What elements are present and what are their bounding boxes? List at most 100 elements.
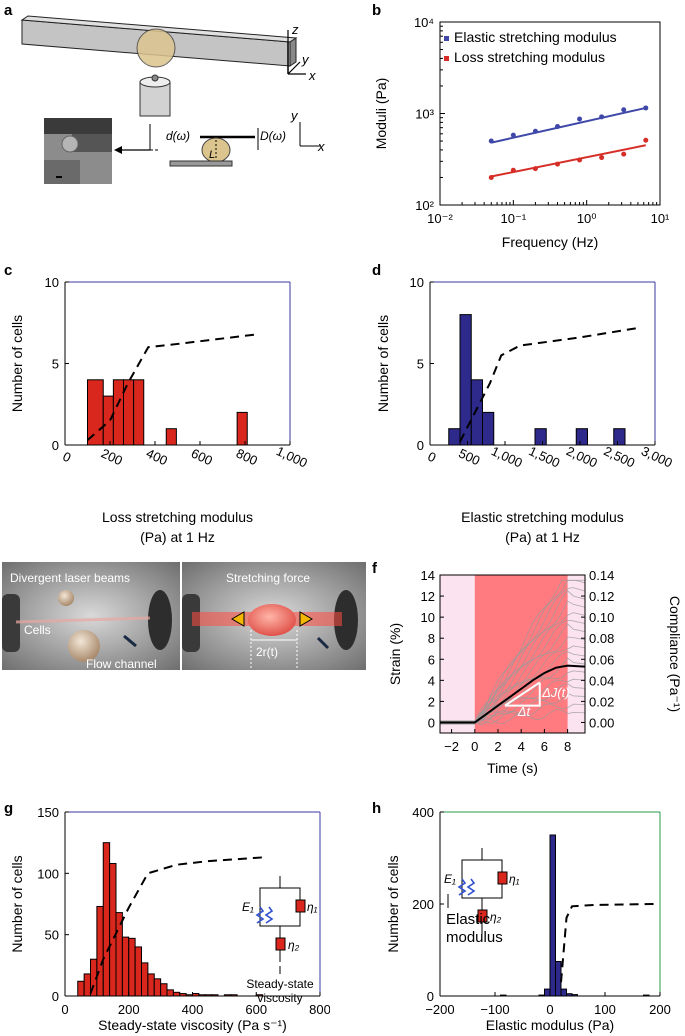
histogram-bar [166,989,174,997]
circuit-frame [461,859,503,899]
y-axis-label: Number of cells [9,315,25,412]
objective-lens [139,81,171,117]
x-tick-label: 200 [99,446,125,469]
dashpot-eta1 [295,899,306,913]
x-tick-label: 100 [594,1002,616,1017]
y-tick-label: 2 [428,694,435,709]
histogram-bar [566,993,573,997]
data-point [643,105,649,111]
x-axis-label: (Pa) at 1 Hz [140,529,215,545]
histogram-bar [198,994,206,997]
radius-label: 2r(t) [256,645,278,659]
x-tick-label: 400 [144,446,170,469]
histogram-bar [153,978,162,997]
data-point [532,166,538,172]
cell-sphere [136,28,176,68]
delta-J-label: ΔJ(t) [541,685,570,700]
histogram-bar [613,428,626,446]
histogram-bar [560,988,567,997]
x-tick-label: 400 [182,1002,204,1017]
fit-line [491,106,647,144]
histogram-bar [236,411,248,446]
legend-entry: Loss stretching modulus [454,49,605,65]
eta1-label: η₁ [509,872,520,886]
x-tick-label: 6 [541,739,548,754]
y-tick-label: 0 [417,438,424,453]
inset-caption: Steady-state [246,977,314,991]
data-point [621,107,627,113]
y-right-tick-label: 0.12 [589,589,614,604]
y-tick-label: 6 [428,652,435,667]
histogram-bar [230,994,238,997]
legend-entry: Elastic stretching modulus [454,29,617,45]
y-axis-label: Strain (%) [387,623,403,685]
x-axis-label: (Pa) at 1 Hz [505,529,580,545]
histogram-bar [147,973,155,997]
x-tick-label: 500 [456,446,482,469]
axis-y-label: y [301,52,310,67]
x-tick-label: 3,000 [639,443,675,470]
y-tick-label: 0 [427,989,434,1004]
y-tick-label: 14 [421,568,435,583]
chart-loss-histogram: 0 200 400 600 800 1,000 0 5 10 Loss stretching mo… [9,275,310,545]
data-point [488,138,494,144]
histogram-bar [459,314,472,446]
y-tick-label: 10⁴ [414,15,434,30]
x-axis-label: Loss stretching modulus [102,509,253,525]
spring-element [255,906,274,924]
y-tick-label: 5 [52,357,59,372]
panel-a-schematic: z y x d(ω) L D(ω) y x [20,15,325,184]
y-axis-label: Number of cells [385,855,401,952]
histogram-bar [571,994,578,997]
y-tick-label: 10 [410,275,424,290]
axis-y2-label: y [290,108,299,123]
L-label: L [209,149,215,161]
y-right-tick-label: 0.14 [589,568,614,583]
cumulative-curve [86,333,259,441]
y-tick-label: 0 [428,715,435,730]
legend-marker [444,56,449,61]
delta-t-label: Δt [517,704,532,719]
data-point [532,128,538,134]
histogram-bar [141,962,149,997]
divergent-laser-label: Divergent laser beams [10,571,130,585]
histogram-bar [185,994,193,997]
cumulative-curve [89,856,263,994]
histogram-bar [179,993,187,997]
eta2-label: η₂ [490,910,502,924]
objective-aperture [151,74,159,82]
histogram-bar [133,379,145,446]
x-tick-label: 0 [60,449,73,466]
histogram-bar [643,994,650,997]
axis-z-label: z [291,22,299,37]
histogram-bar [109,863,117,997]
x-tick-label: 600 [189,446,215,469]
y-tick-label: 50 [45,928,59,943]
x-tick-label: −200 [425,1002,454,1017]
histogram-bar [223,994,232,997]
data-point [621,151,627,157]
y-right-axis-label: Compliance (Pa⁻¹) [667,596,683,712]
y-right-tick-label: 0.06 [589,652,614,667]
y-tick-label: 200 [412,897,434,912]
panel-letter-b: b [372,2,382,19]
chart-strain-time: ΔJ(t) Δt −2 0 2 4 6 8 0 2 4 6 8 10 12 14 0.00 0.02 0.04 0.0… [387,568,683,776]
histogram-bar [83,973,91,997]
chart-elastic-modulus-histogram: −200 −100 0 100 200 0 200 400 Elastic modulus (P… [385,805,671,1033]
histogram-bar [470,379,483,446]
histogram-bar [128,937,136,997]
cells-label: Cells [24,623,51,637]
y-tick-label: 10 [421,610,435,625]
histogram-bar [96,905,104,997]
y-right-tick-label: 0.00 [589,715,614,730]
eta2-label: η₂ [288,938,300,952]
x-tick-label: 2,500 [601,443,637,470]
x-tick-label: 10⁰ [577,211,597,226]
mean-trace [440,664,586,724]
y-right-tick-label: 0.10 [589,610,614,625]
y-tick-label: 100 [37,866,59,881]
dashpot-eta1 [497,871,508,885]
data-point [488,174,494,180]
x-tick-label: 10⁻¹ [501,211,527,226]
x-axis-label: Elastic stretching modulus [461,509,624,525]
